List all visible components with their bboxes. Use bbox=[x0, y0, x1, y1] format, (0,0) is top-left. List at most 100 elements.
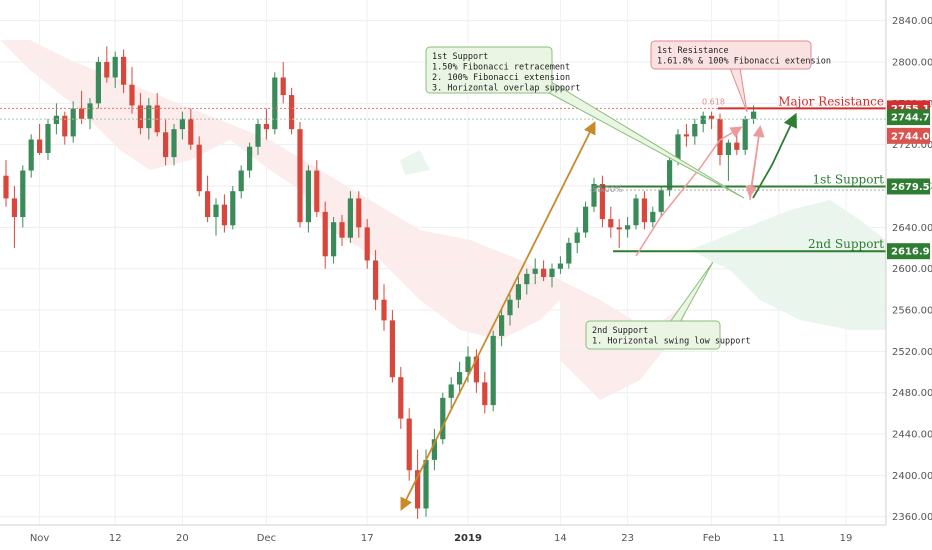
candle bbox=[272, 72, 278, 135]
candle bbox=[20, 165, 26, 228]
candle bbox=[440, 392, 446, 445]
candle bbox=[314, 160, 320, 218]
candle bbox=[356, 191, 362, 238]
candle bbox=[331, 217, 337, 264]
candle-body bbox=[196, 144, 202, 192]
level-label: 1st Support bbox=[812, 172, 884, 186]
price-tick-label: 2800.00 bbox=[892, 58, 932, 69]
candle bbox=[28, 134, 34, 178]
time-axis[interactable]: Nov 12 20 Dec 17 2019 14 23 Feb 11 19 bbox=[0, 524, 886, 544]
candle-body bbox=[263, 124, 269, 130]
candle-body bbox=[431, 439, 437, 460]
candle bbox=[625, 217, 631, 238]
candle-body bbox=[121, 56, 127, 85]
candle bbox=[398, 366, 404, 429]
candle-body bbox=[45, 124, 51, 153]
candle bbox=[734, 129, 740, 156]
candle bbox=[482, 372, 488, 414]
candle bbox=[11, 186, 17, 249]
candle-body bbox=[524, 273, 530, 285]
price-tick-label: 2840.00 bbox=[892, 16, 932, 27]
time-tick-label: Feb bbox=[703, 533, 721, 544]
candle-body bbox=[440, 397, 446, 440]
candle bbox=[591, 177, 597, 212]
candle-body bbox=[314, 170, 320, 212]
candle-body bbox=[415, 470, 421, 509]
candle bbox=[230, 186, 236, 230]
candle bbox=[389, 310, 395, 383]
candle bbox=[709, 111, 715, 130]
candle-body bbox=[112, 56, 118, 78]
callout-box bbox=[650, 40, 812, 70]
fib-label: 0.618 bbox=[702, 97, 725, 106]
fib-leg-arrow bbox=[745, 127, 761, 198]
level-label: Major Resistance bbox=[778, 94, 884, 108]
candle-body bbox=[700, 115, 706, 125]
candle bbox=[263, 108, 269, 140]
candle bbox=[112, 51, 118, 88]
callout-pointer bbox=[729, 67, 748, 113]
candle-body bbox=[515, 284, 521, 300]
time-tick-label: 19 bbox=[840, 533, 853, 544]
callout-text: 1.61.8% & 100% Fibonacci extension bbox=[657, 57, 831, 67]
candle-body bbox=[389, 320, 395, 378]
candle-body bbox=[11, 198, 17, 218]
callout-box bbox=[425, 46, 553, 94]
candle bbox=[87, 98, 93, 130]
price-tick-label: 2440.00 bbox=[892, 430, 932, 441]
callout-pointer bbox=[669, 261, 714, 323]
projection-arrow bbox=[400, 123, 595, 511]
candle-body bbox=[347, 198, 353, 238]
candle bbox=[406, 408, 412, 481]
candle-body bbox=[79, 108, 85, 119]
callout-text: 1.50% Fibonacci retracement bbox=[432, 63, 570, 73]
candle-body bbox=[373, 260, 379, 300]
candle-body bbox=[574, 232, 580, 243]
candle bbox=[62, 111, 68, 145]
time-tick-label: 11 bbox=[772, 533, 785, 544]
candle bbox=[364, 219, 370, 269]
price-axis[interactable]: 2360.00 2400.00 2440.00 2480.00 2520.00 2560.… bbox=[885, 0, 932, 550]
candle bbox=[616, 219, 622, 249]
candle-body bbox=[683, 134, 689, 137]
candle bbox=[683, 124, 689, 147]
price-tag-label: 2744.03 bbox=[891, 131, 932, 142]
cloud-bullish bbox=[400, 150, 430, 175]
candle-body bbox=[675, 134, 681, 161]
candle-body bbox=[179, 118, 185, 130]
candle-body bbox=[297, 129, 303, 223]
callout-box bbox=[585, 320, 721, 350]
target-arrow bbox=[752, 112, 797, 199]
candle bbox=[171, 124, 177, 166]
candle bbox=[347, 191, 353, 243]
candle bbox=[95, 56, 101, 109]
candle-body bbox=[423, 459, 429, 509]
candle bbox=[532, 258, 538, 285]
time-tick-label: 14 bbox=[554, 533, 567, 544]
candle-body bbox=[28, 139, 34, 171]
candle bbox=[188, 108, 194, 150]
time-tick-label: 23 bbox=[621, 533, 634, 544]
candle-body bbox=[658, 190, 664, 212]
candle-body bbox=[255, 124, 261, 147]
candle bbox=[70, 101, 76, 143]
price-tick-label: 2560.00 bbox=[892, 306, 932, 317]
time-tick-label: 2019 bbox=[454, 533, 482, 544]
cloud-bullish bbox=[690, 200, 886, 330]
candle-body bbox=[163, 132, 169, 158]
candle-body bbox=[398, 377, 404, 419]
candle bbox=[574, 227, 580, 254]
price-tick-label: 2640.00 bbox=[892, 223, 932, 234]
candle-body bbox=[230, 191, 236, 226]
candle bbox=[37, 124, 43, 156]
candle bbox=[163, 118, 169, 166]
candle bbox=[221, 194, 227, 233]
candle-body bbox=[692, 124, 698, 137]
fib-leg-arrow bbox=[635, 126, 743, 257]
candle bbox=[490, 330, 496, 412]
callout-text: 2. 100% Fibonacci extension bbox=[432, 73, 570, 83]
candle-body bbox=[322, 211, 328, 257]
